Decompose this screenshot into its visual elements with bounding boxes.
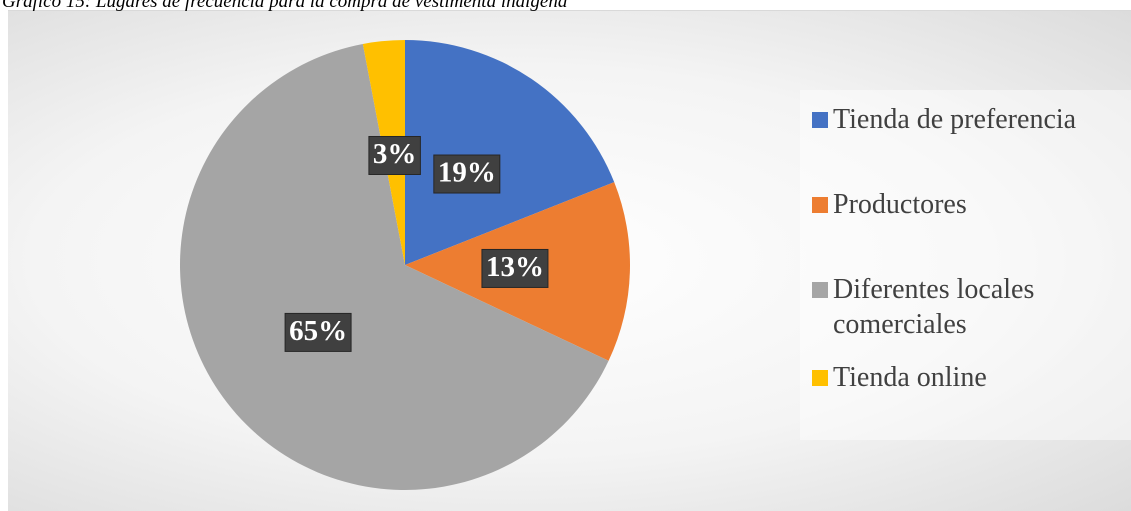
legend-item: Tienda de preferencia [812,102,1127,137]
legend-label: Diferentes locales comerciales [833,274,1035,340]
data-label: 19% [433,154,501,194]
data-label-box [284,312,352,352]
data-label: 3% [368,135,421,175]
legend-label: Tienda online [833,362,987,393]
legend-swatch [812,370,828,386]
legend-item: Productores [812,187,1127,222]
data-label-text: 13% [486,251,544,283]
data-label: 13% [481,248,549,288]
legend-swatch [812,282,828,298]
chart-title: Gráfico 15: Lugares de frecuencia para l… [2,0,568,12]
data-label-box [368,135,421,175]
legend-swatch [812,197,828,213]
data-label-text: 3% [373,138,417,170]
legend-swatch [812,112,828,128]
pie-slice [405,40,615,265]
data-label: 65% [284,312,352,352]
legend-item: Tienda online [812,360,1127,395]
pie-slice [179,43,609,491]
data-label-box [433,154,501,194]
data-label-text: 65% [289,315,347,347]
data-label-text: 19% [438,157,496,189]
legend-label: Productores [833,189,967,220]
legend-label: Tienda de preferencia [833,104,1077,135]
legend: Tienda de preferencia Productores Diferent… [800,90,1131,440]
legend-item: Diferentes locales comerciales [812,272,1127,342]
data-label-box [481,248,549,288]
